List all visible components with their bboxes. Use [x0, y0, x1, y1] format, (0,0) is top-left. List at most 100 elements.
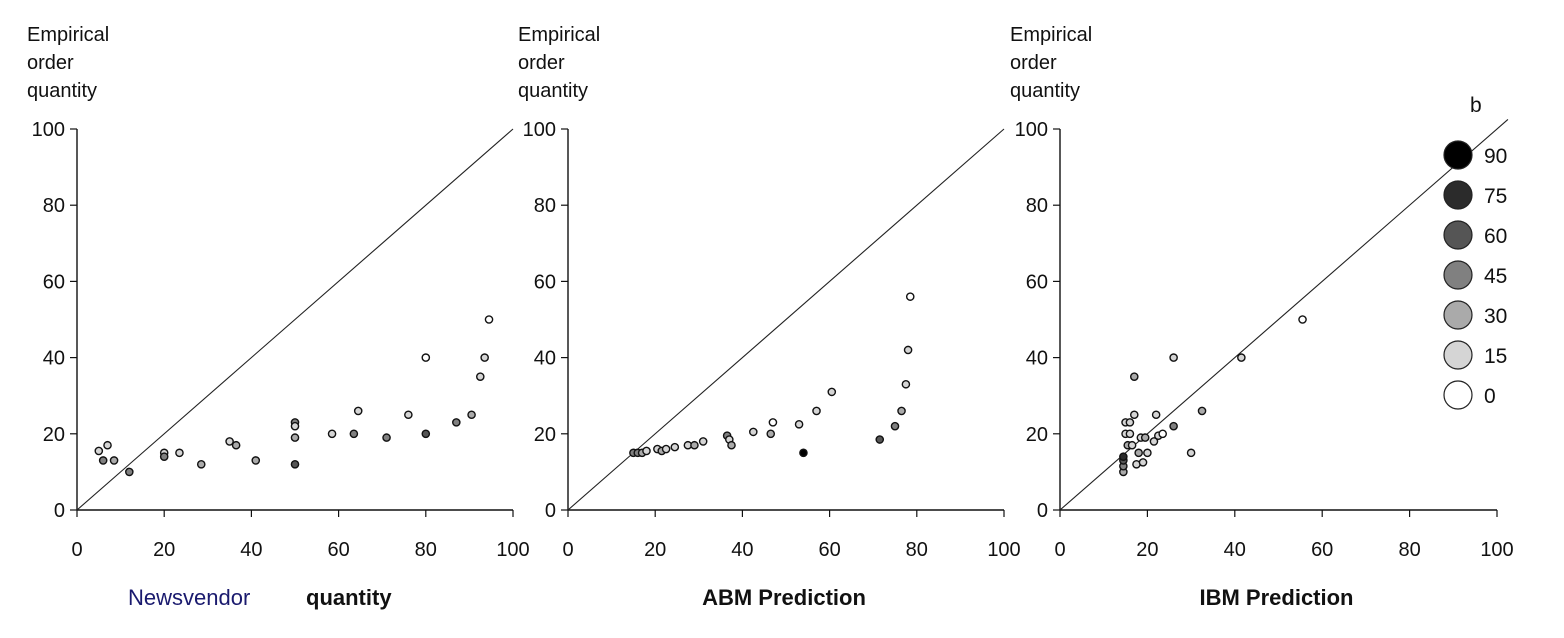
- x-tick-label: 0: [562, 539, 573, 561]
- data-point: [231, 440, 241, 450]
- data-point: [290, 421, 300, 431]
- y-tick-label: 40: [43, 348, 65, 370]
- data-point: [94, 446, 104, 456]
- data-point: [875, 435, 885, 444]
- data-point: [890, 421, 900, 431]
- data-point: [768, 418, 778, 427]
- y-tick-label: 100: [1015, 119, 1048, 141]
- data-point: [1134, 448, 1143, 458]
- data-point: [421, 429, 431, 439]
- x-tick-label: 60: [1311, 539, 1333, 561]
- data-point: [812, 406, 821, 416]
- data-point: [799, 448, 808, 458]
- y-tick-label: 20: [43, 424, 65, 446]
- data-point: [1119, 452, 1128, 461]
- y-tick-label: 40: [534, 348, 556, 370]
- x-tick-label: 40: [240, 539, 262, 561]
- data-point: [125, 467, 134, 477]
- data-point: [1140, 433, 1150, 442]
- legend-label: 90: [1484, 145, 1507, 168]
- data-point: [670, 442, 680, 452]
- data-point: [1143, 448, 1152, 458]
- data-point: [766, 429, 776, 439]
- data-point: [1169, 421, 1178, 431]
- data-point: [1129, 410, 1139, 420]
- y-axis-label: Empirical: [518, 24, 600, 46]
- data-point: [290, 459, 300, 469]
- y-tick-label: 100: [32, 119, 65, 141]
- data-point: [349, 429, 359, 439]
- legend: b 90 75 60 45 30 15 0: [1443, 94, 1507, 410]
- y-tick-label: 60: [534, 271, 556, 293]
- y-tick-label: 20: [1026, 424, 1048, 446]
- x-axis-label-plain: Newsvendor: [128, 585, 250, 610]
- data-point: [827, 387, 837, 397]
- data-point: [353, 406, 363, 416]
- legend-marker: [1443, 180, 1473, 210]
- legend-title: b: [1470, 94, 1482, 117]
- legend-label: 45: [1484, 265, 1507, 288]
- data-point: [484, 315, 494, 324]
- data-point: [225, 437, 234, 446]
- legend-label: 60: [1484, 225, 1507, 248]
- y-axis-label: quantity: [27, 80, 97, 102]
- data-point: [1127, 440, 1137, 450]
- x-tick-label: 40: [1224, 539, 1246, 561]
- reference-line-y-equals-x: [567, 128, 1005, 511]
- y-axis-label: quantity: [1010, 80, 1080, 102]
- legend-label: 0: [1484, 385, 1496, 408]
- data-point: [382, 433, 391, 442]
- data-point: [901, 379, 911, 389]
- data-point: [661, 444, 671, 454]
- data-point: [1125, 418, 1135, 427]
- data-point: [251, 456, 261, 465]
- y-axis-label: order: [518, 52, 565, 74]
- data-point: [749, 427, 758, 437]
- x-tick-label: 80: [415, 539, 437, 561]
- data-point: [404, 410, 413, 420]
- y-tick-label: 20: [534, 424, 556, 446]
- x-tick-label: 20: [1136, 539, 1158, 561]
- data-point: [1298, 315, 1307, 324]
- x-tick-label: 100: [987, 539, 1020, 561]
- x-tick-label: 40: [731, 539, 753, 561]
- data-point: [690, 440, 699, 450]
- y-tick-label: 0: [1037, 500, 1048, 522]
- data-point: [642, 446, 651, 456]
- reference-line-y-equals-x: [76, 128, 514, 511]
- y-axis-label: quantity: [518, 80, 588, 102]
- chart-panel-2: 0 20 40 60 80 100 0 20 40 60 80 100 Empirical order qu…: [518, 24, 1021, 610]
- y-tick-label: 80: [43, 195, 65, 217]
- legend-marker: [1443, 300, 1473, 330]
- x-tick-label: 60: [818, 539, 840, 561]
- legend-label: 30: [1484, 305, 1507, 328]
- data-point: [905, 292, 915, 301]
- data-point: [1197, 406, 1207, 416]
- legend-marker: [1443, 220, 1473, 250]
- data-point: [1151, 410, 1161, 420]
- y-tick-label: 100: [523, 119, 556, 141]
- data-point: [1125, 429, 1135, 439]
- data-point: [196, 459, 206, 469]
- data-point: [1186, 448, 1196, 458]
- x-tick-label: 0: [71, 539, 82, 561]
- legend-marker: [1443, 380, 1473, 410]
- data-point: [109, 456, 119, 465]
- y-tick-label: 0: [54, 500, 65, 522]
- x-tick-label: 80: [1398, 539, 1420, 561]
- data-point: [794, 419, 804, 429]
- y-axis-label: Empirical: [1010, 24, 1092, 46]
- y-tick-label: 40: [1026, 348, 1048, 370]
- data-point: [467, 410, 476, 420]
- data-point: [1158, 429, 1167, 439]
- data-point: [475, 372, 485, 381]
- x-tick-label: 20: [153, 539, 175, 561]
- x-axis-label: ABM Prediction: [702, 585, 866, 610]
- legend-marker: [1443, 140, 1473, 170]
- data-point: [159, 452, 169, 461]
- y-tick-label: 80: [534, 195, 556, 217]
- data-point: [452, 418, 461, 427]
- data-point: [1169, 353, 1178, 362]
- data-point: [897, 406, 906, 416]
